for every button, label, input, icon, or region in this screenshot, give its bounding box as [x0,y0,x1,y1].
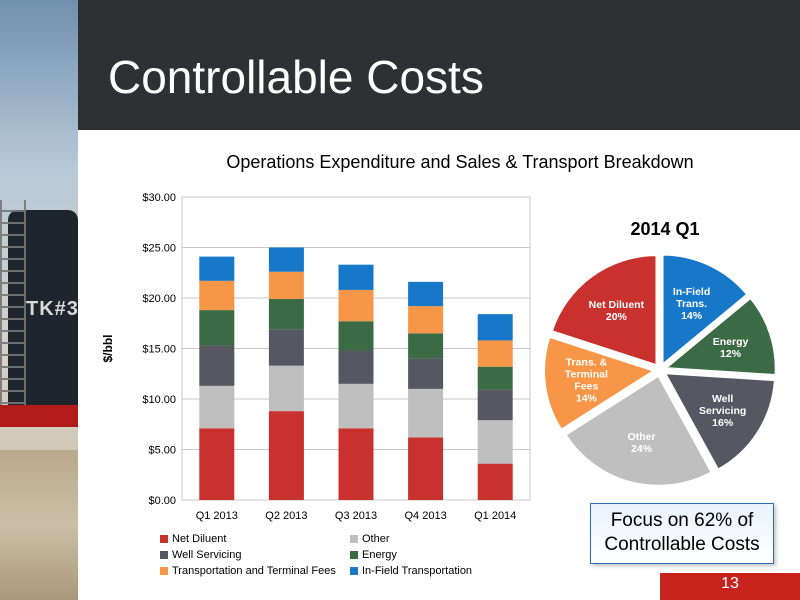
bar-segment [338,264,374,290]
bar-segment [338,289,374,322]
bar-segment [408,281,444,307]
bar-segment [477,420,513,464]
y-tick-label: $0.00 [148,495,176,507]
legend-item: Transportation and Terminal Fees [160,565,336,577]
page-number-bar [660,573,800,600]
bar-segment [199,310,235,346]
bar-segment [338,428,374,500]
bar-segment [477,340,513,367]
bar-segment [268,247,304,272]
legend-item: Net Diluent [160,533,226,545]
legend-swatch [350,551,358,559]
pie-slice-label: In-Field Trans. 14% [673,286,710,322]
page-number: 13 [721,575,739,592]
slide-title: Controllable Costs [108,51,484,103]
bar-segment [477,314,513,341]
legend-swatch [160,551,168,559]
bar-segment [408,333,444,359]
pie-slice-label: Well Servicing 16% [699,393,746,429]
tank-ladder-image [0,200,26,410]
bar-chart-title: Operations Expenditure and Sales & Trans… [226,152,694,172]
y-tick-label: $30.00 [142,192,176,204]
pie-slice-label: Other 24% [628,431,656,455]
bar-segment [408,437,444,500]
legend-swatch [350,567,358,575]
y-tick-label: $20.00 [142,293,176,305]
pie-slice [564,374,713,487]
bar-segment [338,383,374,429]
callout-box: Focus on 62% of Controllable Costs [590,503,774,564]
x-tick-label: Q3 2013 [335,510,377,522]
pie-chart-title: 2014 Q1 [630,219,700,239]
pie-slice [663,296,777,377]
x-tick-label: Q4 2013 [404,510,446,522]
bar-segment [408,306,444,334]
bar-segment [338,350,374,384]
legend-swatch [160,535,168,543]
bar-segment [268,411,304,500]
bar-segment [268,329,304,366]
callout-line-2: Controllable Costs [604,534,760,555]
bar-segment [199,345,235,386]
legend-item: Energy [350,549,397,561]
pie-slice [663,372,776,471]
bar-segment [477,463,513,500]
x-tick-label: Q1 2014 [474,510,516,522]
legend-item: Well Servicing [160,549,242,561]
bar-segment [408,388,444,438]
legend-swatch [160,567,168,575]
pie-slice [550,254,658,367]
legend-label: Energy [362,549,397,561]
pie-slice [543,335,657,432]
title-bar [78,0,800,130]
bar-segment [268,271,304,300]
y-tick-label: $5.00 [148,445,176,457]
y-tick-label: $10.00 [142,394,176,406]
x-tick-label: Q1 2013 [196,510,238,522]
stacked-bar-chart: $0.00 $5.00 $10.00 $15.00 $20.00 $25.00 $30.00… [101,192,531,522]
bar-segment [477,366,513,390]
background-photo: TK#3 [0,130,78,600]
pie-slice-label: Energy 12% [713,336,749,360]
bar-segment [338,321,374,351]
y-tick-label: $15.00 [142,344,176,356]
legend-label: Transportation and Terminal Fees [172,565,336,577]
tank-label: TK#3 [26,298,78,320]
bar-segment [199,280,235,311]
bar-segment [477,389,513,421]
bar-segment [199,385,235,429]
pie-slice [661,253,749,367]
legend-label: Other [362,533,390,545]
legend-item: In-Field Transportation [350,565,472,577]
legend-label: In-Field Transportation [362,565,473,577]
bar-segment [268,365,304,412]
pie-slice-label: Trans. & Terminal Fees 14% [565,356,608,404]
pie-slice-label: Net Diluent 20% [589,299,645,323]
x-tick-label: Q2 2013 [265,510,307,522]
bar-segment [199,428,235,500]
photo-ground [0,450,78,600]
bar-segment [408,358,444,389]
bar-segment [268,299,304,330]
legend-swatch [350,535,358,543]
y-axis-label: $/bbl [101,334,115,362]
callout-line-1: Focus on 62% of [610,510,754,531]
legend-label: Net Diluent [172,533,227,545]
y-tick-label: $25.00 [142,243,176,255]
legend-label: Well Servicing [172,549,242,561]
pie-chart: In-Field Trans. 14%Energy 12% Well Servicing 1… [543,253,777,487]
red-pipe-image [0,405,78,427]
legend-item: Other [350,533,390,545]
bar-segment [199,256,235,281]
